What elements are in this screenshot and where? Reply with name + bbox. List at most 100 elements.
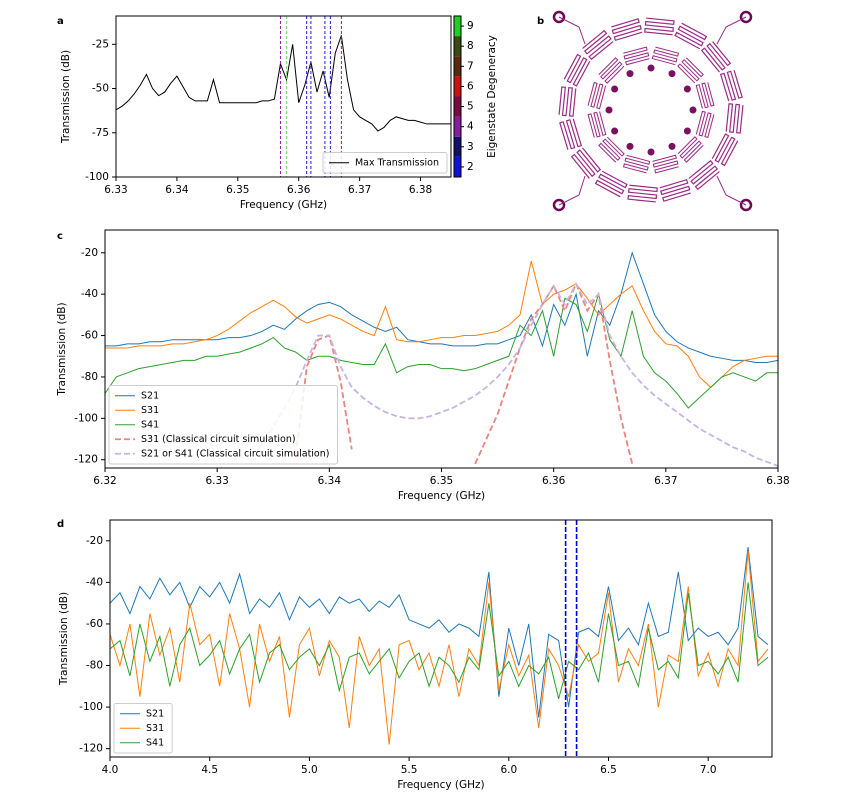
x-tick-label: 6.32	[93, 475, 116, 487]
resonator	[652, 154, 679, 174]
resonator-path	[594, 170, 628, 198]
resonator-path	[582, 29, 614, 61]
resonator	[700, 41, 732, 73]
legend-label: S21	[141, 390, 159, 401]
series-line	[110, 546, 769, 718]
circuit-diagram	[552, 10, 753, 212]
resonator	[695, 110, 715, 139]
legend: Max Transmission	[322, 152, 448, 174]
resonator-path	[611, 18, 643, 42]
resonator-path	[563, 53, 591, 87]
resonator	[659, 178, 691, 202]
x-tick-label: 6.38	[766, 475, 789, 487]
legend-label: S31 (Classical circuit simulation)	[141, 434, 296, 445]
colorbar-tick-label: 6	[467, 80, 474, 92]
feedline	[558, 175, 586, 206]
colorbar-frame	[453, 15, 462, 178]
resonator	[627, 184, 658, 203]
resonator	[674, 22, 708, 50]
colorbar-segment	[454, 36, 461, 57]
port	[552, 198, 566, 212]
resonator	[558, 86, 577, 117]
y-tick-label: -100	[74, 412, 98, 424]
panel-label: d	[57, 519, 64, 530]
port	[739, 10, 753, 24]
resonator-path	[711, 133, 739, 167]
resonator-path	[558, 86, 577, 117]
resonator	[677, 136, 704, 163]
resonator-path	[627, 184, 658, 203]
x-tick-label: 6.35	[226, 184, 249, 196]
legend-label: S21 or S41 (Classical circuit simulation…	[141, 448, 329, 459]
resonator	[559, 118, 583, 150]
qubit	[683, 85, 691, 93]
y-tick-label: -75	[92, 127, 109, 139]
legend: S21 S31 S41	[113, 703, 173, 754]
resonator-path	[719, 70, 743, 102]
resonator-path	[674, 22, 708, 50]
x-tick-label: 4.5	[201, 764, 218, 776]
qubit	[605, 106, 613, 114]
resonator	[623, 46, 650, 66]
resonator	[611, 18, 643, 42]
qubit	[683, 127, 691, 135]
legend-label: S31	[141, 405, 159, 416]
legend-label: Max Transmission	[355, 157, 439, 168]
resonator-path	[559, 118, 583, 150]
colorbar-tick-label: 9	[467, 20, 474, 32]
colorbar-segment	[454, 16, 461, 37]
resonator	[677, 57, 704, 84]
y-tick-label: -40	[86, 576, 103, 588]
resonator	[594, 170, 628, 198]
legend-box	[108, 385, 338, 465]
resonator	[563, 53, 591, 87]
resonator-path	[623, 46, 650, 66]
resonator-path	[725, 103, 744, 134]
resonator	[711, 133, 739, 167]
x-tick-label: 6.35	[430, 475, 453, 487]
qubit	[611, 85, 619, 93]
resonator	[688, 159, 720, 191]
qubit	[668, 142, 676, 150]
colorbar-segment	[454, 156, 461, 177]
colorbar-tick-label: 4	[467, 121, 474, 133]
y-axis-label: Transmission (dB)	[58, 592, 70, 686]
port	[739, 198, 753, 212]
panel-label: c	[57, 231, 63, 242]
resonator	[622, 154, 651, 174]
y-tick-label: -80	[81, 371, 98, 383]
qubit	[647, 148, 655, 156]
legend-label: S21	[146, 708, 164, 719]
resonator	[598, 136, 625, 163]
y-tick-label: -50	[92, 83, 109, 95]
series-line	[250, 281, 778, 467]
colorbar-tick-label: 2	[467, 161, 474, 173]
axes-frame	[109, 519, 773, 758]
y-tick-label: -120	[74, 454, 98, 466]
qubit	[689, 106, 697, 114]
x-tick-label: 6.33	[205, 475, 228, 487]
panel-label: b	[537, 16, 544, 27]
resonator-path	[659, 178, 691, 202]
resonator	[582, 29, 614, 61]
y-tick-label: -60	[81, 330, 98, 342]
qubit	[626, 70, 634, 78]
legend-box	[113, 703, 173, 754]
plot-area	[105, 251, 778, 467]
y-tick-label: -100	[79, 701, 103, 713]
resonator-path	[622, 154, 651, 174]
colorbar-segment	[454, 76, 461, 97]
x-tick-label: 6.37	[348, 184, 371, 196]
x-tick-label: 6.36	[287, 184, 311, 196]
x-tick-label: 6.5	[600, 764, 617, 776]
feedline	[558, 16, 586, 45]
series-line	[105, 260, 778, 388]
resonator-path	[677, 136, 704, 163]
colorbar-segment	[454, 56, 461, 77]
y-tick-label: -60	[86, 618, 103, 630]
x-tick-label: 6.38	[409, 184, 432, 196]
x-tick-label: 6.0	[500, 764, 517, 776]
resonator-path	[652, 154, 679, 174]
